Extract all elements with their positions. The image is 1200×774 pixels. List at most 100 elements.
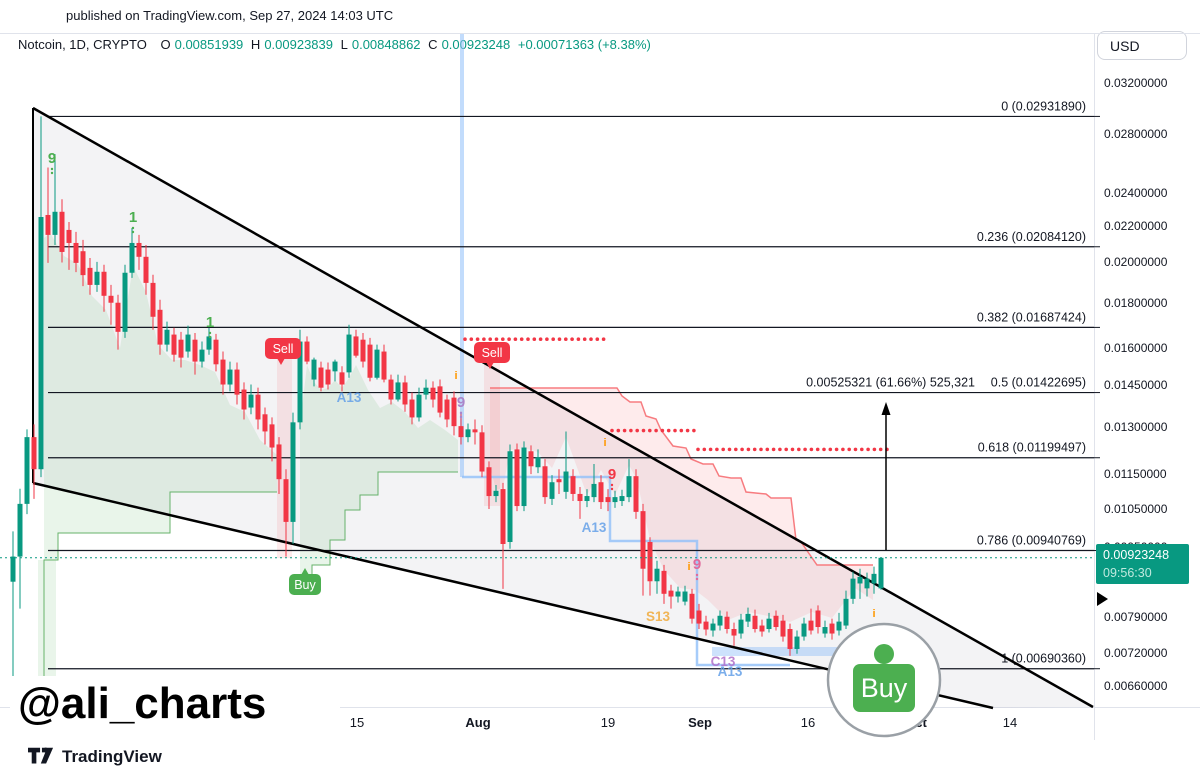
marker-dot: [50, 171, 54, 175]
price-axis[interactable]: 0.03200000 0.02800000 0.02400000 0.02200000…: [1095, 33, 1200, 707]
buy-button-text: Buy: [861, 673, 908, 703]
candle-body: [262, 414, 268, 432]
price-axis-label: 0.00660000: [1104, 678, 1168, 693]
dotted-resistance-dot: [834, 447, 839, 452]
candle-body: [752, 615, 758, 630]
tradingview-attribution[interactable]: TradingView: [28, 746, 162, 768]
supertrend-green-line: [43, 491, 277, 688]
candle-body: [171, 334, 177, 355]
dotted-resistance-dot: [740, 447, 744, 452]
dotted-resistance-dot: [765, 447, 770, 452]
dotted-resistance-dot: [648, 428, 652, 433]
dotted-resistance-dot: [673, 428, 677, 433]
upper-trendline: [32, 106, 1094, 709]
dotted-resistance-dot: [570, 337, 574, 342]
candle-body: [192, 339, 198, 362]
marker-dot: [695, 573, 699, 577]
price-axis-divider: [1094, 33, 1095, 740]
buy-button[interactable]: [853, 664, 915, 712]
candle-body: [703, 621, 709, 630]
dotted-resistance-dot: [482, 337, 486, 342]
candle-body: [367, 344, 373, 378]
ohlc-open-label: O: [160, 37, 171, 52]
candle-body: [416, 394, 422, 418]
candle-body: [213, 339, 219, 365]
dotted-resistance-dot: [629, 428, 633, 433]
candle-body: [66, 229, 72, 243]
chart-plot[interactable]: 0 (0.02931890) 0.236 (0.02084120) 0.382 (0…: [0, 0, 1200, 740]
signal-badge-text: Buy: [294, 578, 316, 592]
candle-body: [668, 590, 674, 597]
candle-body: [549, 482, 555, 499]
header-divider: [0, 33, 1200, 34]
candle-body: [633, 476, 639, 512]
candle-body: [108, 295, 114, 303]
price-axis-label: 0.00790000: [1104, 610, 1168, 625]
sequence-marker-9: 9: [457, 394, 465, 411]
buy-button-knob: [874, 644, 894, 664]
bar-countdown: 09:56:30: [1103, 566, 1152, 580]
dotted-resistance-dot: [702, 447, 707, 452]
sequence-marker-i: i: [687, 561, 690, 573]
price-axis-label: 0.01300000: [1104, 420, 1168, 434]
dotted-resistance-dot: [595, 337, 600, 342]
dotted-resistance-dot: [507, 337, 511, 342]
dotted-resistance-dot: [872, 447, 877, 452]
dotted-resistance-dot: [475, 337, 480, 342]
dotted-resistance-dot: [797, 447, 801, 452]
candle-body: [283, 479, 289, 522]
watermark-box: @ali_charts: [10, 676, 340, 731]
candle-body: [843, 598, 849, 626]
dotted-resistance-dot: [616, 428, 621, 433]
candle-body: [10, 556, 16, 582]
sequence-marker-1: 1: [129, 209, 137, 226]
candle-body: [535, 457, 541, 468]
dotted-resistance-dot: [721, 447, 725, 452]
candle-body: [227, 369, 233, 385]
buy-badge-pointer: [301, 568, 309, 575]
candle-body: [528, 451, 534, 467]
dotted-resistance-dot: [519, 337, 524, 342]
realtime-pointer-icon[interactable]: [1097, 592, 1108, 606]
fib-level-label: 0.786 (0.00940769): [977, 534, 1086, 548]
sell-badge-pointer: [486, 362, 494, 369]
tradingview-logo-icon: [28, 747, 54, 764]
candle-body: [199, 349, 205, 362]
candle-body: [612, 497, 618, 503]
candle-body: [864, 578, 870, 589]
marker-dot: [131, 230, 135, 234]
candle-body: [458, 426, 464, 438]
candle-body: [290, 422, 296, 522]
candle-body: [318, 367, 324, 388]
current-price-value: 0.00923248: [1103, 547, 1170, 562]
dotted-resistance-dot: [771, 447, 776, 452]
sell-signal-column: [484, 358, 500, 506]
ohlc-low-value: 0.00848862: [351, 37, 421, 52]
currency-usd-button[interactable]: USD: [1097, 31, 1187, 60]
dotted-resistance-dot: [501, 337, 505, 342]
dotted-resistance-dot: [564, 337, 568, 342]
candle-body: [381, 351, 387, 380]
price-axis-label: 0.01050000: [1104, 501, 1168, 516]
time-axis-label: 19: [601, 715, 615, 730]
marker-dot: [610, 483, 614, 487]
candle-body: [724, 616, 730, 630]
fib-extension-label: 0.00525321 (61.66%) 525,321: [806, 376, 975, 390]
dotted-resistance-dot: [727, 447, 732, 452]
candle-body: [143, 256, 149, 283]
candle-body: [395, 382, 401, 400]
candle-body: [353, 336, 359, 356]
sequence-marker-9: 9: [48, 150, 56, 167]
dotted-resistance-dot: [822, 447, 826, 452]
dotted-resistance-dot: [685, 428, 690, 433]
candle-body: [759, 625, 765, 632]
price-axis-label: 0.02000000: [1104, 255, 1168, 270]
dotted-resistance-dot: [809, 447, 814, 452]
time-axis-label: 16: [801, 715, 815, 730]
candle-body: [374, 349, 380, 378]
candle-body: [297, 341, 303, 423]
marker-dot: [50, 167, 54, 171]
signal-badge-text: Sell: [482, 346, 503, 360]
candle-body: [339, 372, 345, 385]
sell-signal-badge: [265, 338, 301, 359]
